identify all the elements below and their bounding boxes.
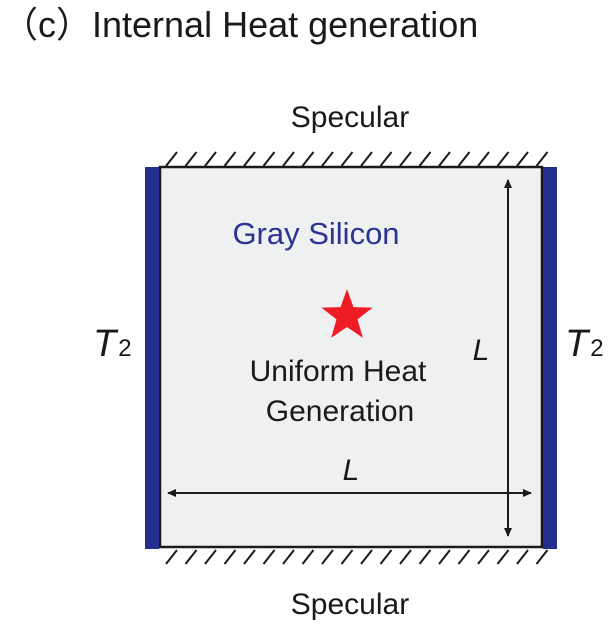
hatch-line [282,549,295,565]
hatch-line [438,151,451,167]
right-temperature-label: T2 [565,323,604,365]
bottom-specular-wall-hatching [165,549,549,565]
hatch-line [379,151,393,167]
hatch-line [496,151,510,167]
hatch-line [262,549,276,565]
hatch-line [418,151,432,167]
hatch-line [184,549,198,565]
vertical-length-label: L [473,334,490,367]
hatch-line [165,549,178,565]
hatch-line [418,549,432,565]
hatch-line [535,549,549,565]
hatch-line [340,151,354,167]
hatch-line [535,151,549,167]
hatch-line [379,549,393,565]
top-boundary-label: Specular [291,101,409,134]
hatch-line [282,151,295,167]
hatch-line [360,549,373,565]
hatch-line [262,151,276,167]
left-temperature-subscript: 2 [118,335,131,362]
figure-title: （c）Internal Heat generation [2,4,478,45]
left-temperature-symbol: T [93,323,119,365]
hatch-line [399,549,412,565]
hatch-line [184,151,198,167]
hatch-line [399,151,412,167]
top-specular-wall-hatching [165,151,549,167]
hatch-line [321,549,334,565]
hatch-line [243,549,256,565]
hatch-line [204,151,217,167]
heat-generation-label-line2: Generation [266,395,414,428]
hatch-line [496,549,510,565]
hatch-line [223,549,237,565]
hatch-line [165,151,178,167]
heat-generation-label-line1: Uniform Heat [250,355,427,388]
hatch-line [204,549,217,565]
star-icon [321,289,373,338]
right-isothermal-wall [543,167,557,549]
hatch-line [516,151,529,167]
hatch-line [457,549,471,565]
left-temperature-label: T2 [93,323,132,365]
hatch-line [243,151,256,167]
hatch-line [360,151,373,167]
right-temperature-symbol: T [565,323,591,365]
left-isothermal-wall [145,167,159,549]
hatch-line [516,549,529,565]
hatch-line [457,151,471,167]
hatch-line [477,549,490,565]
bottom-boundary-label: Specular [291,588,409,621]
hatch-line [321,151,334,167]
hatch-line [340,549,354,565]
hatch-line [477,151,490,167]
hatch-line [223,151,237,167]
horizontal-length-label: L [343,454,360,487]
silicon-domain [158,165,544,549]
material-label: Gray Silicon [232,216,399,251]
hatch-line [301,151,315,167]
hatch-line [301,549,315,565]
hatch-line [438,549,451,565]
right-temperature-subscript: 2 [590,335,603,362]
